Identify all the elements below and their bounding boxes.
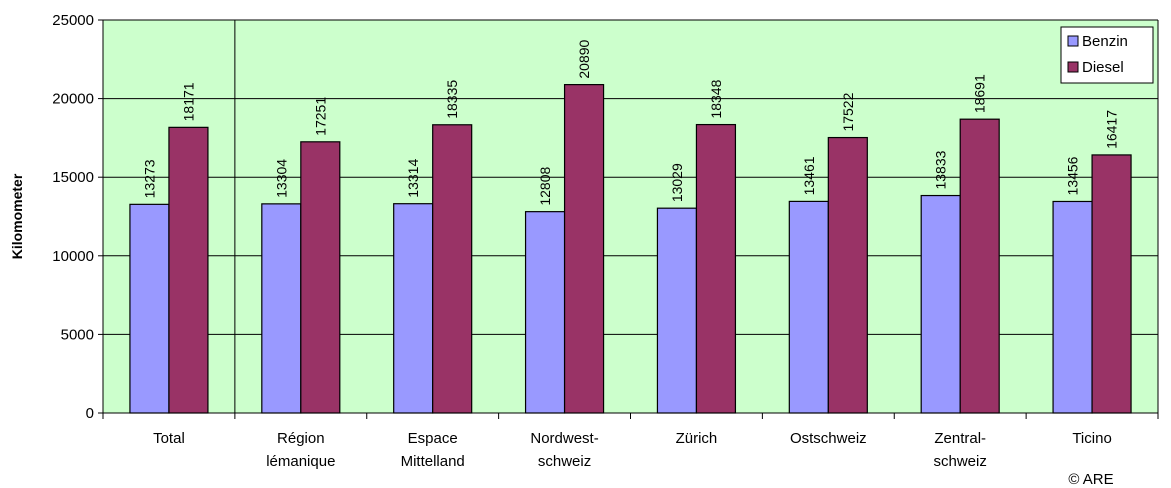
data-label: 17522 — [840, 92, 856, 131]
data-label: 17251 — [312, 97, 328, 136]
y-tick-label: 0 — [86, 405, 94, 422]
bar-diesel — [1091, 154, 1132, 414]
category-label: Zürich — [676, 430, 718, 447]
category-label: Région — [277, 430, 325, 447]
y-tick-label: 15000 — [52, 169, 94, 186]
y-tick-label: 5000 — [61, 326, 94, 343]
category-label: Ostschweiz — [790, 430, 867, 447]
data-label: 13273 — [141, 159, 157, 198]
labels: 0 5000 10000 15000 20000 25000 13273 18171 Total… — [52, 12, 1119, 470]
bar-diesel — [168, 126, 209, 414]
bar-diesel — [300, 141, 341, 414]
bar-benzin — [1052, 200, 1093, 414]
bar-benzin — [524, 211, 566, 414]
bar-benzin — [656, 207, 698, 414]
bar-diesel — [959, 118, 1000, 414]
copyright-text: © ARE — [1068, 471, 1113, 488]
category-label: schweiz — [538, 453, 591, 470]
bar-diesel — [695, 123, 737, 414]
bar-benzin — [129, 203, 170, 414]
category-label: Zentral- — [934, 430, 986, 447]
category-label: Nordwest- — [530, 430, 598, 447]
category-label: Mittelland — [401, 453, 465, 470]
data-label: 12808 — [537, 167, 553, 206]
category-label: Ticino — [1072, 430, 1111, 447]
bars — [129, 84, 1132, 414]
legend-swatch — [1067, 35, 1079, 47]
category-label: Total — [153, 430, 185, 447]
data-label: 13314 — [405, 159, 421, 198]
data-label: 20890 — [576, 39, 592, 78]
data-label: 16417 — [1104, 110, 1120, 149]
data-label: 13833 — [933, 150, 949, 189]
legend-swatch — [1067, 61, 1079, 73]
data-label: 18171 — [180, 82, 196, 121]
data-label: 13304 — [273, 159, 289, 198]
bar-benzin — [261, 203, 302, 414]
y-tick-label: 25000 — [52, 12, 94, 29]
bar-benzin — [788, 200, 829, 414]
data-label: 13461 — [801, 156, 817, 195]
category-label: Espace — [408, 430, 458, 447]
bar-benzin — [393, 203, 434, 414]
data-label: 18691 — [972, 74, 988, 113]
data-label: 18348 — [708, 79, 724, 118]
legend-label: Diesel — [1082, 59, 1124, 76]
bar-diesel — [432, 124, 473, 414]
data-label: 18335 — [444, 80, 460, 119]
category-label: schweiz — [934, 453, 987, 470]
bar-diesel — [563, 84, 605, 414]
legend-label: Benzin — [1082, 33, 1128, 50]
data-label: 13456 — [1065, 156, 1081, 195]
legend: Benzin Diesel — [1060, 26, 1154, 84]
bar-diesel — [827, 136, 868, 414]
category-label: lémanique — [266, 453, 335, 470]
data-label: 13029 — [669, 163, 685, 202]
bar-benzin — [920, 194, 961, 414]
y-tick-label: 20000 — [52, 91, 94, 108]
y-tick-label: 10000 — [52, 248, 94, 265]
axes — [98, 19, 1159, 419]
y-axis-title: Kilomometer — [9, 173, 25, 259]
